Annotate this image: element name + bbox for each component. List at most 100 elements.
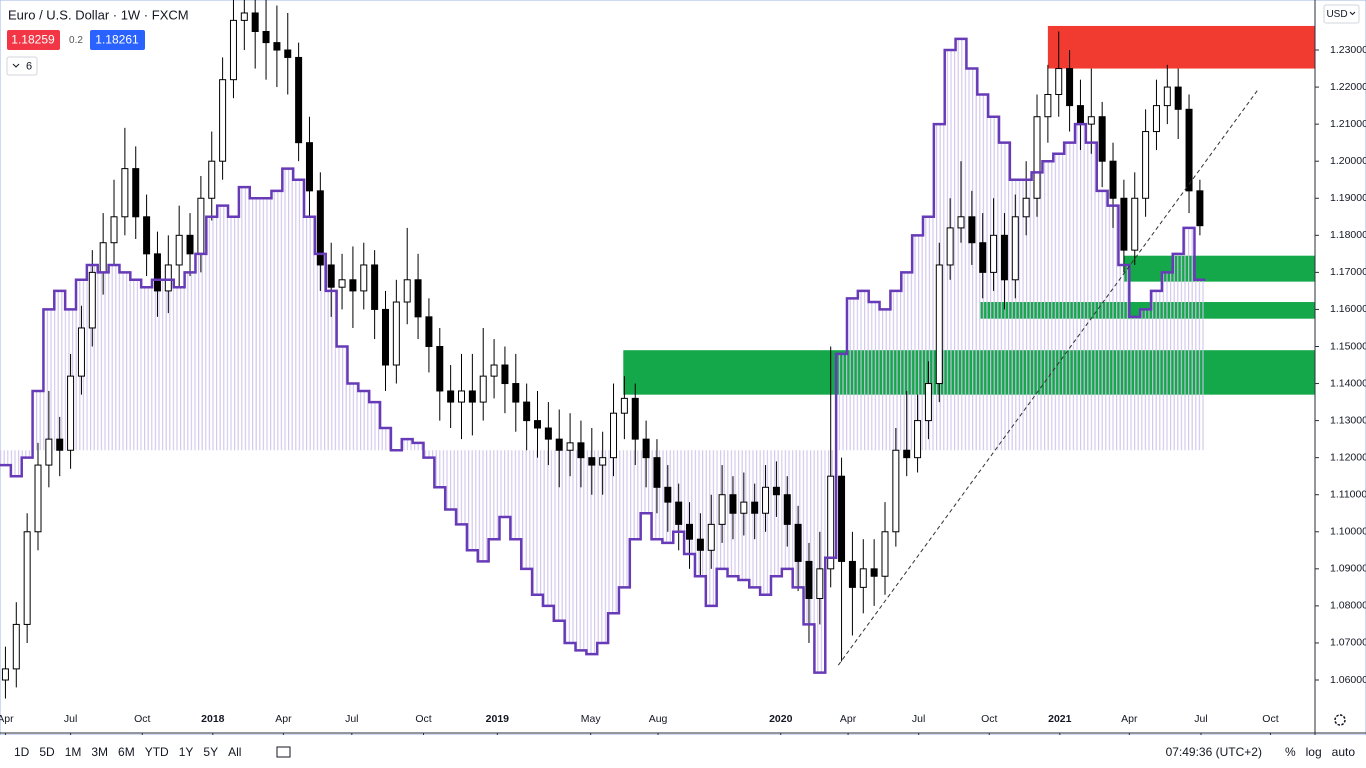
candle-body xyxy=(338,279,346,288)
candle-body xyxy=(924,383,932,422)
range-button[interactable]: 5Y xyxy=(203,744,219,759)
indicator-fill xyxy=(542,450,554,606)
candle-body xyxy=(620,397,628,414)
x-tick-label: 2021 xyxy=(1048,713,1072,725)
candle-body xyxy=(751,501,759,514)
candle-body xyxy=(588,457,596,466)
candle-body xyxy=(349,279,357,292)
candle-body xyxy=(164,264,172,292)
scale-option[interactable]: log xyxy=(1305,744,1322,759)
x-tick-label: Oct xyxy=(134,713,150,725)
scale-option[interactable]: % xyxy=(1284,744,1296,759)
indicator-fill xyxy=(152,279,163,451)
indicator-fill xyxy=(32,390,44,451)
symbol-title: Euro / U.S. Dollar · 1W · FXCM xyxy=(8,7,189,22)
candle-body xyxy=(1055,68,1063,95)
range-button[interactable]: All xyxy=(228,744,242,759)
range-button[interactable]: 3M xyxy=(91,744,109,759)
indicator-fill xyxy=(97,272,109,451)
indicator-fill xyxy=(532,450,543,595)
icon-shape xyxy=(276,746,291,757)
scale-option[interactable]: auto xyxy=(1331,744,1355,759)
candle-body xyxy=(295,56,303,144)
candle-body xyxy=(273,42,281,51)
indicator-line xyxy=(0,37,1206,674)
x-tick-label: 2018 xyxy=(201,713,225,725)
indicator-fill xyxy=(217,205,229,451)
settings-icon[interactable] xyxy=(1334,714,1346,726)
indicator-fill xyxy=(1183,227,1195,451)
indicator-fill xyxy=(901,272,913,451)
y-tick-label: 1.11000 xyxy=(1330,489,1366,501)
candle-body xyxy=(143,216,151,255)
x-tick-label: Apr xyxy=(275,713,292,725)
indicator-fill xyxy=(846,298,858,451)
candle-body xyxy=(827,475,835,570)
candle-body xyxy=(707,523,715,551)
currency[interactable]: USD xyxy=(1326,9,1347,20)
bid-price[interactable]: 1.18259 xyxy=(11,33,55,47)
candle-body xyxy=(762,486,770,514)
plot-area xyxy=(0,0,1315,699)
candle-body xyxy=(1142,131,1150,199)
goto-icon[interactable] xyxy=(276,745,292,759)
candle-body xyxy=(653,457,661,488)
candle-body xyxy=(848,560,856,588)
indicator-fill xyxy=(1042,161,1054,451)
indicator-fill xyxy=(293,179,305,451)
candle-body xyxy=(208,160,216,199)
candle-body xyxy=(512,383,520,403)
candle-body xyxy=(1033,116,1041,199)
range-button[interactable]: 1M xyxy=(64,744,82,759)
candle-body xyxy=(631,397,639,440)
range-button[interactable]: YTD xyxy=(144,744,169,759)
indicator-fill xyxy=(228,216,239,451)
range-button[interactable]: 5D xyxy=(39,744,55,759)
candle-body xyxy=(284,49,292,58)
candle-body xyxy=(251,12,259,32)
bid-box[interactable] xyxy=(7,30,60,50)
indicator-count[interactable]: 6 xyxy=(26,60,32,72)
indicator-fill xyxy=(173,287,185,451)
candle-body xyxy=(1174,86,1182,110)
candle-body xyxy=(1163,86,1171,107)
indicator-fill xyxy=(510,450,522,540)
indicator-fill xyxy=(108,264,120,451)
candle-body xyxy=(1152,105,1160,133)
candle-body xyxy=(1196,190,1204,227)
indicator-fill xyxy=(1096,190,1108,451)
candle-body xyxy=(12,623,20,670)
indicator-fill xyxy=(629,450,641,540)
range-buttons: 1D 5D 1M 3M 6M YTD 1Y 5Y All xyxy=(9,745,246,759)
candle-body xyxy=(327,264,335,288)
indicator-fill xyxy=(54,290,66,451)
candle-body xyxy=(436,345,444,392)
currency-button[interactable] xyxy=(1323,4,1360,24)
x-tick-label: Oct xyxy=(415,713,431,725)
y-tick-label: 1.23000 xyxy=(1330,44,1366,56)
range-button[interactable]: 1D xyxy=(14,744,30,759)
indicator-fill xyxy=(119,272,131,451)
candle-body xyxy=(1044,93,1052,118)
indicator-fill xyxy=(1172,253,1184,451)
indicator-fill xyxy=(423,450,435,458)
candle-body xyxy=(316,190,324,266)
candle-body xyxy=(696,538,704,551)
candle-body xyxy=(99,242,107,273)
ask-price[interactable]: 1.18261 xyxy=(95,33,139,47)
indicator-fill xyxy=(466,450,478,551)
range-button[interactable]: 6M xyxy=(118,744,135,759)
range-button[interactable]: 1Y xyxy=(178,744,194,759)
indicator-toggle[interactable] xyxy=(6,56,38,76)
indicator-fill xyxy=(369,402,381,451)
indicator-fill xyxy=(488,450,500,540)
ask-box[interactable] xyxy=(90,30,145,50)
indicator-fill xyxy=(206,216,218,451)
candle-body xyxy=(1185,108,1193,192)
candle-body xyxy=(468,390,476,403)
candle-body xyxy=(56,438,64,451)
candle-body xyxy=(34,464,42,533)
candle-body xyxy=(935,264,943,385)
indicator-fill xyxy=(260,198,272,451)
